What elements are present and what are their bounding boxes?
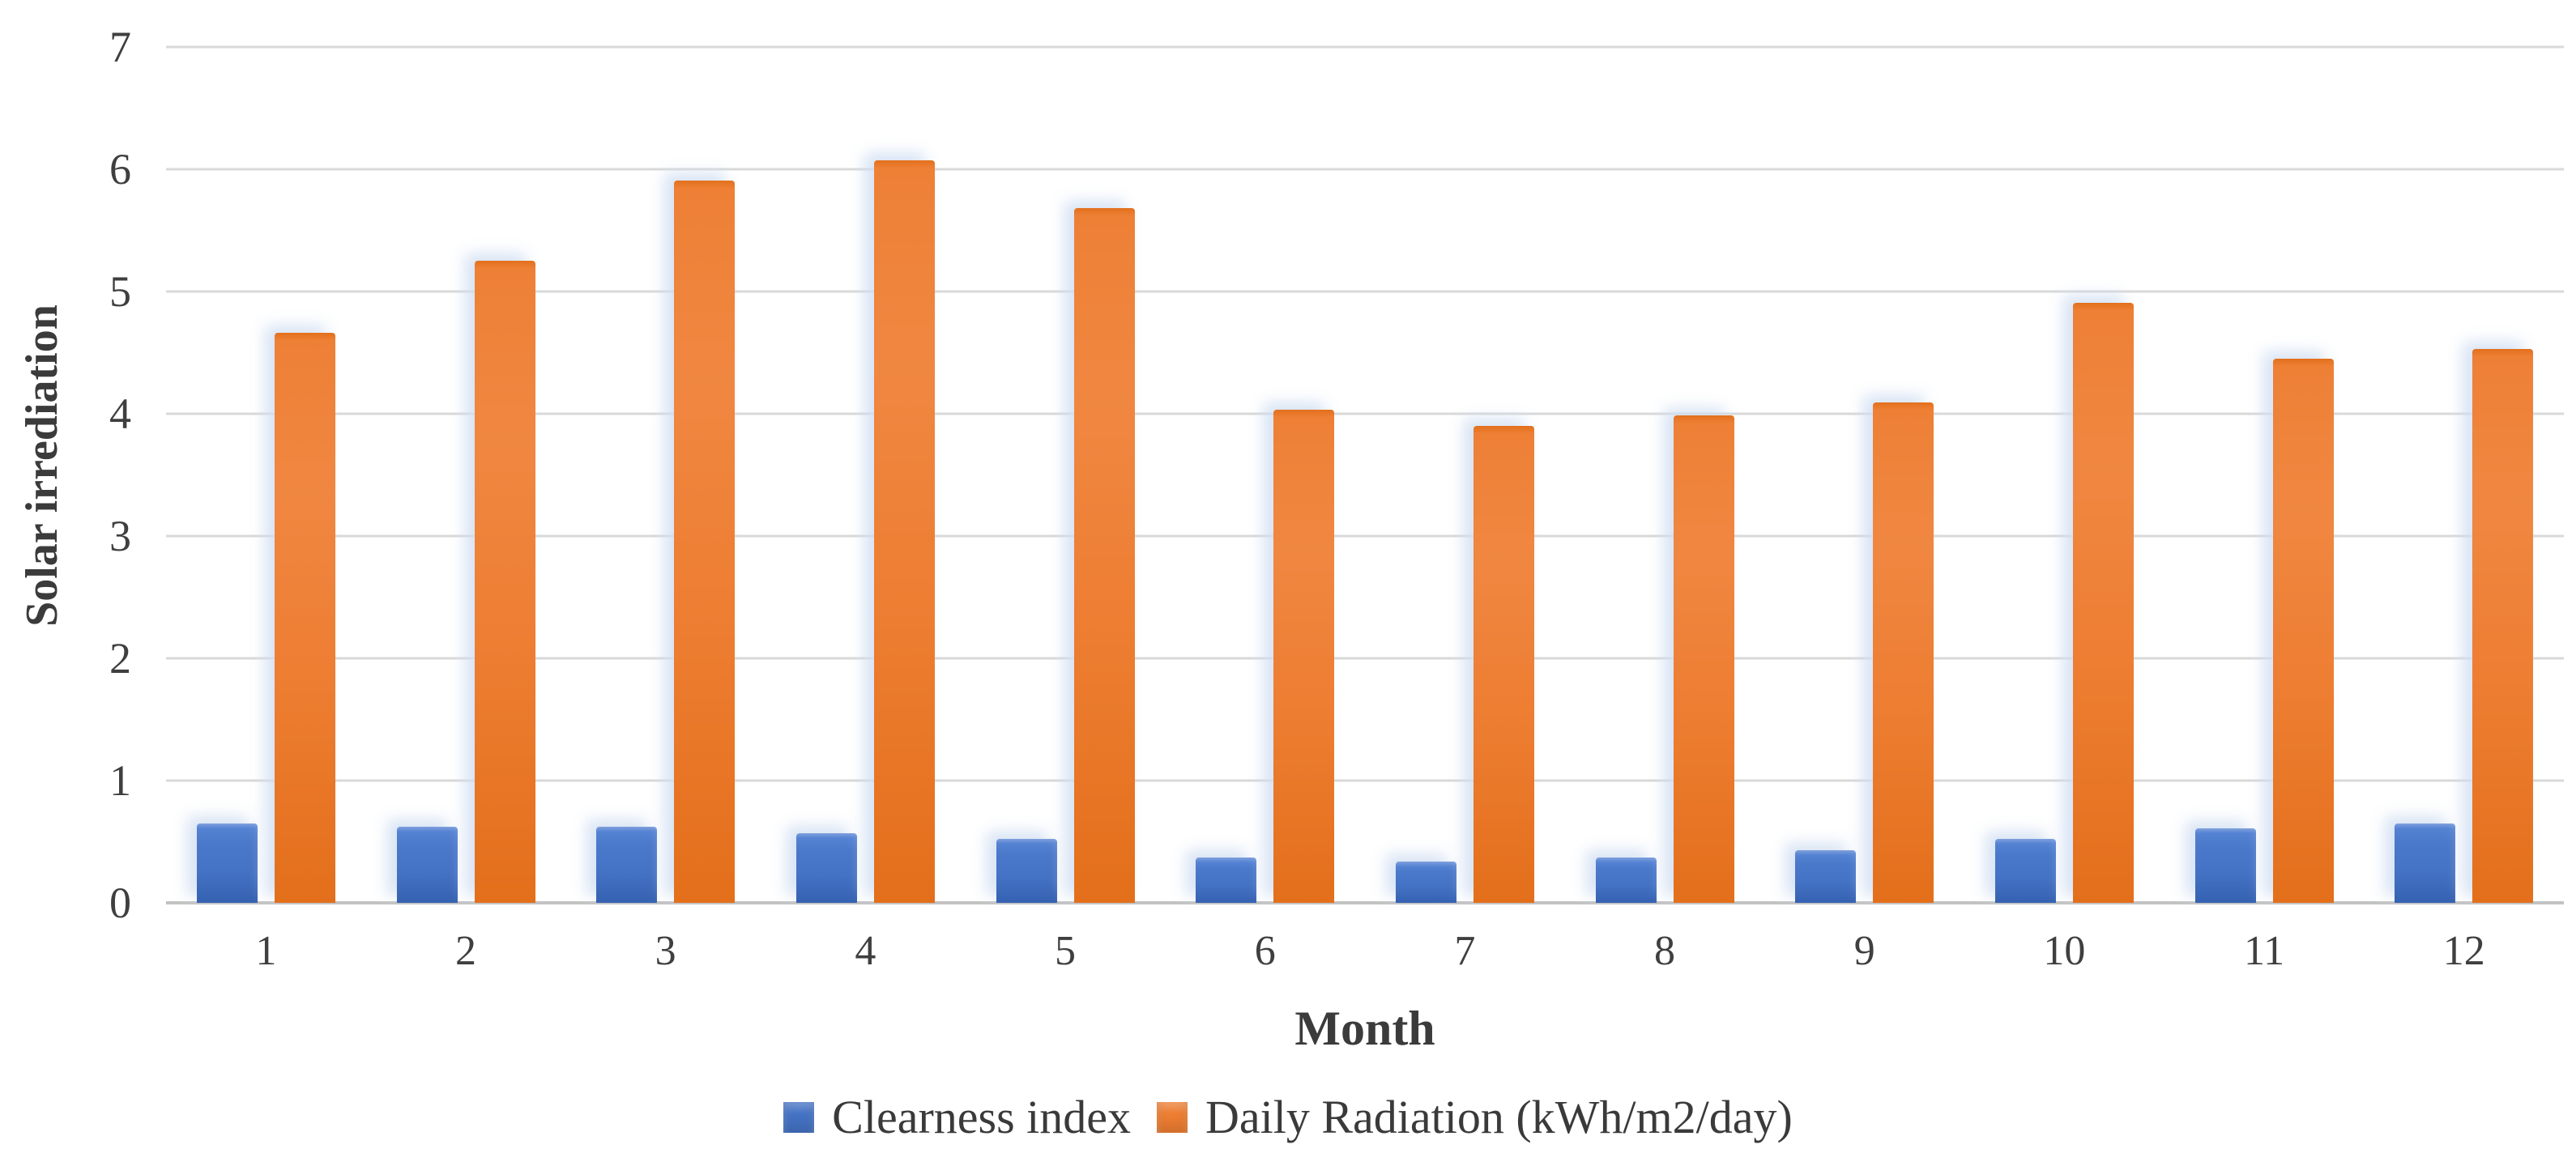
gridline-y-6 xyxy=(166,168,2564,171)
bar-group-month-2 xyxy=(366,47,566,903)
bar-clearness-index-month-2 xyxy=(396,827,458,903)
bar-clearness-index-month-6 xyxy=(1196,857,1257,903)
bar-clearness-index-month-5 xyxy=(996,839,1057,903)
bar-groups xyxy=(166,47,2564,903)
bar-group-month-1 xyxy=(166,47,366,903)
gridline-y-2 xyxy=(166,657,2564,660)
x-tick-label-8: 8 xyxy=(1654,928,1676,974)
bar-clearness-index-month-10 xyxy=(1994,839,2056,903)
bar-group-month-5 xyxy=(966,47,1166,903)
bar-group-month-12 xyxy=(2364,47,2564,903)
bar-daily-radiation-month-4 xyxy=(873,160,935,903)
y-axis-title: Solar irrediation xyxy=(17,304,67,627)
y-tick-label-1: 1 xyxy=(109,756,131,805)
legend: Clearness index Daily Radiation (kWh/m2/d… xyxy=(0,1088,2576,1147)
legend-swatch-icon xyxy=(783,1102,815,1133)
bar-group-month-11 xyxy=(2164,47,2365,903)
bar-clearness-index-month-9 xyxy=(1795,850,1857,903)
x-tick-label-5: 5 xyxy=(1055,928,1077,974)
legend-swatch-icon xyxy=(1157,1102,1188,1133)
bar-daily-radiation-month-5 xyxy=(1073,208,1135,903)
bar-clearness-index-month-7 xyxy=(1395,861,1456,903)
bar-daily-radiation-month-12 xyxy=(2472,348,2534,903)
x-tick-label-2: 2 xyxy=(455,928,476,974)
y-tick-label-0: 0 xyxy=(109,879,131,927)
x-tick-label-7: 7 xyxy=(1454,928,1476,974)
x-axis-title: Month xyxy=(1294,1002,1435,1055)
bar-group-month-6 xyxy=(1165,47,1365,903)
legend-label: Daily Radiation (kWh/m2/day) xyxy=(1205,1091,1793,1143)
bar-group-month-7 xyxy=(1365,47,1565,903)
x-tick-label-4: 4 xyxy=(855,928,876,974)
bar-daily-radiation-month-8 xyxy=(1673,415,1734,903)
bar-group-month-9 xyxy=(1764,47,1964,903)
bar-group-month-3 xyxy=(565,47,766,903)
bar-daily-radiation-month-11 xyxy=(2272,359,2334,903)
bar-group-month-10 xyxy=(1964,47,2164,903)
x-tick-label-3: 3 xyxy=(655,928,676,974)
x-tick-label-10: 10 xyxy=(2043,928,2086,974)
bar-clearness-index-month-3 xyxy=(596,827,658,903)
y-tick-label-2: 2 xyxy=(109,634,131,683)
x-axis-tick-labels: 1 2 3 4 5 6 7 8 9 10 11 12 xyxy=(166,926,2564,977)
legend-label: Clearness index xyxy=(832,1091,1131,1143)
bar-daily-radiation-month-1 xyxy=(274,333,335,903)
x-tick-label-6: 6 xyxy=(1254,928,1276,974)
gridline-y-5 xyxy=(166,290,2564,293)
gridline-y-7 xyxy=(166,45,2564,49)
bar-daily-radiation-month-7 xyxy=(1473,426,1534,903)
x-tick-label-1: 1 xyxy=(255,928,277,974)
gridline-y-4 xyxy=(166,412,2564,415)
bar-clearness-index-month-8 xyxy=(1595,857,1657,903)
bar-daily-radiation-month-9 xyxy=(1873,402,1934,903)
bar-daily-radiation-month-6 xyxy=(1273,410,1335,903)
gridline-y-1 xyxy=(166,779,2564,782)
y-tick-label-5: 5 xyxy=(109,267,131,316)
y-tick-label-4: 4 xyxy=(109,389,131,438)
bar-group-month-8 xyxy=(1565,47,1765,903)
bar-clearness-index-month-1 xyxy=(196,823,258,903)
y-tick-label-7: 7 xyxy=(109,23,131,71)
gridline-y-0 xyxy=(166,901,2564,904)
legend-item-daily-radiation: Daily Radiation (kWh/m2/day) xyxy=(1157,1092,1793,1143)
x-tick-label-12: 12 xyxy=(2442,928,2485,974)
bar-clearness-index-month-4 xyxy=(795,832,857,903)
bar-clearness-index-month-11 xyxy=(2194,828,2256,903)
legend-item-clearness-index: Clearness index xyxy=(783,1092,1131,1143)
bar-daily-radiation-month-10 xyxy=(2072,302,2134,903)
x-tick-label-11: 11 xyxy=(2244,928,2285,974)
bar-clearness-index-month-12 xyxy=(2395,823,2456,903)
bar-group-month-4 xyxy=(766,47,966,903)
plot-area xyxy=(166,45,2564,904)
y-tick-label-3: 3 xyxy=(109,512,131,560)
bar-daily-radiation-month-3 xyxy=(674,180,736,903)
gridline-y-3 xyxy=(166,534,2564,538)
y-tick-label-6: 6 xyxy=(109,145,131,194)
bar-daily-radiation-month-2 xyxy=(474,261,535,903)
x-tick-label-9: 9 xyxy=(1853,928,1875,974)
